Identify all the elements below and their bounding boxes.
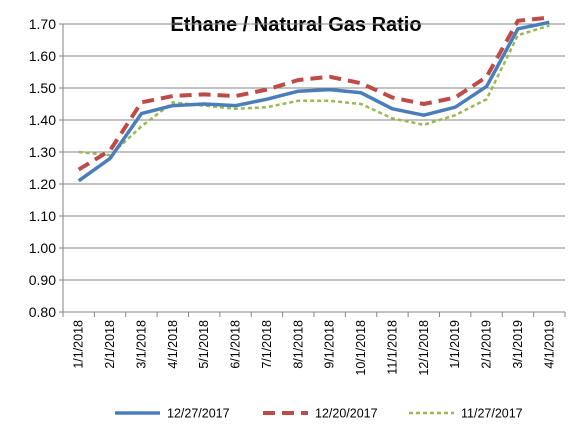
y-tick-label: 1.10 xyxy=(29,208,56,224)
y-tick-label: 1.40 xyxy=(29,112,56,128)
y-tick-label: 1.00 xyxy=(29,240,56,256)
y-tick-label: 0.80 xyxy=(29,304,56,320)
axes xyxy=(59,23,566,317)
legend-label: 12/27/2017 xyxy=(167,407,230,421)
x-tick-label: 3/1/2019 xyxy=(511,320,525,369)
x-tick-label: 9/1/2018 xyxy=(323,320,337,369)
series-lines xyxy=(77,15,550,183)
y-tick-label: 0.90 xyxy=(29,272,56,288)
x-tick-label: 11/1/2018 xyxy=(385,320,399,375)
x-tick-label: 1/1/2018 xyxy=(72,320,86,369)
series-line-solid xyxy=(77,20,550,183)
y-tick-label: 1.50 xyxy=(29,80,56,96)
x-axis-tick-labels: 1/1/2018 2/1/2018 3/1/2018 4/1/2018 5/1/2018… xyxy=(72,320,557,376)
y-tick-label: 1.20 xyxy=(29,176,56,192)
x-tick-label: 8/1/2018 xyxy=(291,320,305,369)
x-tick-label: 12/1/2018 xyxy=(417,320,431,376)
y-tick-label: 1.60 xyxy=(29,48,56,64)
x-tick-label: 4/1/2019 xyxy=(542,320,556,369)
x-tick-label: 6/1/2018 xyxy=(229,320,243,369)
x-tick-label: 2/1/2019 xyxy=(480,320,494,369)
legend-label: 12/20/2017 xyxy=(315,407,378,421)
chart-title: Ethane / Natural Gas Ratio xyxy=(170,14,421,36)
x-tick-label: 10/1/2018 xyxy=(354,320,368,376)
x-tick-label: 7/1/2018 xyxy=(260,320,274,369)
y-tick-label: 1.30 xyxy=(29,144,56,160)
series-line-dashed xyxy=(77,15,550,172)
y-axis-tick-labels: 0.80 0.90 1.00 1.10 1.20 1.30 1.40 1.50 1.60 1.70 xyxy=(29,16,56,320)
x-tick-label: 3/1/2018 xyxy=(134,320,148,369)
x-tick-label: 5/1/2018 xyxy=(197,320,211,369)
x-tick-label: 2/1/2018 xyxy=(103,320,117,369)
gridlines xyxy=(63,23,565,281)
y-tick-label: 1.70 xyxy=(29,16,56,32)
series-line-dotted xyxy=(78,24,550,157)
legend: 12/27/2017 12/20/2017 11/27/2017 xyxy=(115,407,523,421)
legend-label: 11/27/2017 xyxy=(461,407,523,421)
x-tick-label: 1/1/2019 xyxy=(448,320,462,369)
x-tick-label: 4/1/2018 xyxy=(166,320,180,369)
